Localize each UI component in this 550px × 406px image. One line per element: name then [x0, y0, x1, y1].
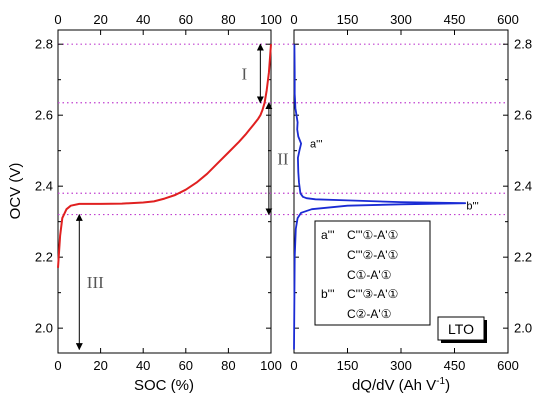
right-x-axis-title-superscript: -1 — [436, 376, 445, 387]
x-tick-label-left-top-5: 100 — [260, 12, 282, 27]
x-tick-label-right-top-4: 600 — [497, 12, 519, 27]
y-tick-label-right-3: 2.6 — [514, 108, 532, 123]
x-tick-label-right-top-1: 150 — [337, 12, 359, 27]
x-tick-label-left-top-4: 80 — [221, 12, 235, 27]
y-tick-label-left-0: 2.0 — [35, 321, 53, 336]
x-tick-label-left-top-3: 60 — [179, 12, 193, 27]
lto-badge-box — [437, 316, 485, 341]
y-tick-label-left-1: 2.2 — [35, 250, 53, 265]
x-tick-label-left-bottom-3: 60 — [179, 358, 193, 373]
y-tick-label-left-4: 2.8 — [35, 37, 53, 52]
dotted-level-lines — [58, 43, 508, 216]
x-tick-label-left-top-2: 40 — [136, 12, 150, 27]
legend-row-5: C②-A'① — [347, 307, 391, 321]
ocv-soc-curve — [57, 44, 272, 268]
x-tick-label-left-bottom-1: 20 — [93, 358, 107, 373]
dqdv-curve — [293, 44, 467, 350]
curves — [57, 44, 467, 350]
x-tick-label-right-bottom-3: 450 — [444, 358, 466, 373]
left-plot-frame — [57, 29, 272, 354]
y-tick-label-right-0: 2.0 — [514, 321, 532, 336]
legend-row-4: C'''③-A'① — [347, 287, 398, 301]
right-x-axis-title: dQ/dV (Ah V-1) — [352, 376, 450, 394]
y-axis-title: OCV (V) — [7, 163, 24, 220]
left-x-axis-title: SOC (%) — [134, 377, 194, 394]
right-x-axis-title-suffix: ) — [445, 377, 450, 394]
x-tick-label-left-bottom-5: 100 — [260, 358, 282, 373]
x-tick-label-right-top-2: 300 — [390, 12, 412, 27]
lto-badge: LTO — [437, 316, 487, 343]
x-tick-label-left-bottom-2: 40 — [136, 358, 150, 373]
region-label-0: I — [242, 64, 248, 83]
peak-label-0: a''' — [310, 139, 322, 151]
x-tick-label-right-top-3: 450 — [444, 12, 466, 27]
y-tick-label-left-2: 2.4 — [35, 179, 53, 194]
right-x-axis-title-main: dQ/dV (Ah V — [352, 377, 436, 394]
peak-label-1: b''' — [466, 201, 478, 213]
axis-ticks: 2.0 2.02.2 2.22.4 2.42.6 2.62.8 2.80020204040… — [35, 12, 532, 373]
legend-tag-b: b''' — [321, 287, 335, 301]
x-tick-label-left-top-1: 20 — [93, 12, 107, 27]
legend-row-3: C①-A'① — [347, 268, 391, 282]
y-tick-label-left-3: 2.6 — [35, 108, 53, 123]
legend-row-1: C'''①-A'① — [347, 228, 398, 242]
y-tick-label-right-4: 2.8 — [514, 37, 532, 52]
y-tick-label-right-1: 2.2 — [514, 250, 532, 265]
x-tick-label-right-bottom-0: 0 — [290, 358, 297, 373]
legend-frame — [314, 220, 431, 326]
legend: a''' C'''①-A'① C'''②-A'① C①-A'① b''' C''… — [314, 220, 431, 326]
x-tick-label-left-bottom-0: 0 — [54, 358, 61, 373]
y-tick-label-right-2: 2.4 — [514, 179, 532, 194]
x-tick-label-right-bottom-4: 600 — [497, 358, 519, 373]
lto-badge-label: LTO — [448, 321, 474, 337]
x-tick-label-left-bottom-4: 80 — [221, 358, 235, 373]
x-tick-label-left-top-0: 0 — [54, 12, 61, 27]
legend-tag-a: a''' — [321, 228, 335, 242]
region-label-1: II — [277, 150, 289, 169]
x-tick-label-right-top-0: 0 — [290, 12, 297, 27]
region-label-2: III — [87, 273, 104, 292]
legend-row-2: C'''②-A'① — [347, 248, 398, 262]
x-tick-label-right-bottom-1: 150 — [337, 358, 359, 373]
x-tick-label-right-bottom-2: 300 — [390, 358, 412, 373]
